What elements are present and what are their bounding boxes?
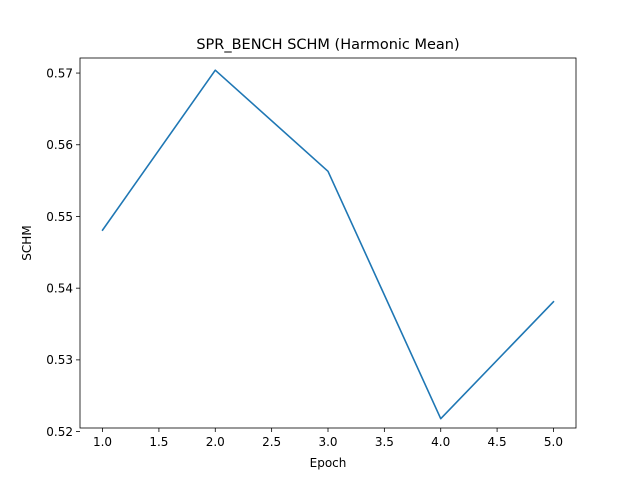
x-tick-label: 4.0 [431, 435, 450, 449]
y-tick-label: 0.54 [46, 281, 73, 295]
x-tick-label: 3.5 [375, 435, 394, 449]
plot-area [80, 58, 576, 428]
y-tick-label: 0.52 [46, 425, 73, 439]
x-tick-label: 5.0 [544, 435, 563, 449]
x-tick-label: 4.5 [488, 435, 507, 449]
y-tick-label: 0.56 [46, 138, 73, 152]
x-tick-label: 1.5 [149, 435, 168, 449]
x-tick-label: 2.0 [206, 435, 225, 449]
y-tick-label: 0.53 [46, 353, 73, 367]
y-tick-label: 0.55 [46, 210, 73, 224]
y-tick-label: 0.57 [46, 66, 73, 80]
x-tick-label: 2.5 [262, 435, 281, 449]
plot-background [80, 58, 576, 428]
chart-title: SPR_BENCH SCHM (Harmonic Mean) [196, 37, 459, 53]
x-axis-label: Epoch [310, 456, 347, 470]
axes: 1.0 1.5 2.0 2.5 3.0 3.5 4.0 4.5 5.0 0.52 0.53 0.54 0… [46, 57, 577, 449]
series-layer [101, 69, 555, 420]
x-tick-label: 1.0 [93, 435, 112, 449]
x-tick-label: 3.0 [318, 435, 337, 449]
y-axis-label: SCHM [20, 225, 34, 260]
